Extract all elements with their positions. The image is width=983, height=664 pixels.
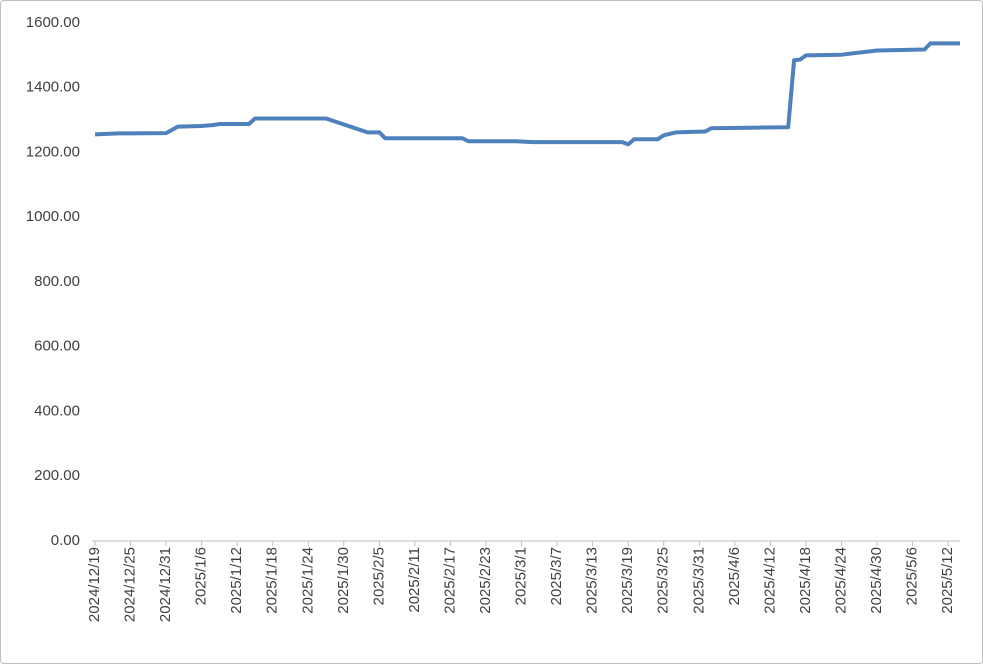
x-tick-label: 2025/3/13 — [584, 547, 601, 614]
x-tick-label: 2025/3/19 — [619, 547, 636, 614]
x-tick-label: 2025/3/25 — [655, 547, 672, 614]
x-tick-label: 2025/5/12 — [939, 547, 956, 614]
y-tick-label: 800.00 — [34, 273, 80, 290]
y-tick-label: 1600.00 — [26, 14, 80, 31]
x-tick-label: 2025/4/18 — [797, 547, 814, 614]
x-tick-label: 2025/3/7 — [548, 547, 565, 605]
x-tick-label: 2025/3/31 — [690, 547, 707, 614]
x-tick-label: 2025/2/17 — [441, 547, 458, 614]
y-tick-label: 400.00 — [34, 402, 80, 419]
y-tick-label: 1400.00 — [26, 79, 80, 96]
x-tick-label: 2025/1/18 — [264, 547, 281, 614]
x-tick-label: 2024/12/19 — [86, 547, 103, 622]
x-tick-label: 2025/4/30 — [868, 547, 885, 614]
y-tick-label: 1000.00 — [26, 208, 80, 225]
y-tick-label: 1200.00 — [26, 143, 80, 160]
x-tick-label: 2024/12/25 — [122, 547, 139, 622]
y-tick-label: 600.00 — [34, 338, 80, 355]
x-tick-label: 2024/12/31 — [157, 547, 174, 622]
x-tick-label: 2025/3/1 — [513, 547, 530, 605]
x-tick-label: 2025/1/6 — [193, 547, 210, 605]
x-tick-label: 2025/2/5 — [370, 547, 387, 605]
x-tick-label: 2025/1/24 — [299, 547, 316, 614]
x-tick-label: 2025/1/12 — [228, 547, 245, 614]
x-tick-label: 2025/1/30 — [335, 547, 352, 614]
y-tick-label: 0.00 — [51, 532, 80, 549]
x-tick-label: 2025/4/12 — [761, 547, 778, 614]
y-tick-label: 200.00 — [34, 467, 80, 484]
x-tick-label: 2025/2/11 — [406, 547, 423, 613]
x-tick-label: 2025/5/6 — [904, 547, 921, 605]
x-tick-label: 2025/2/23 — [477, 547, 494, 614]
x-tick-label: 2025/4/6 — [726, 547, 743, 605]
data-line — [94, 41, 960, 147]
x-tick-label: 2025/4/24 — [832, 547, 849, 614]
